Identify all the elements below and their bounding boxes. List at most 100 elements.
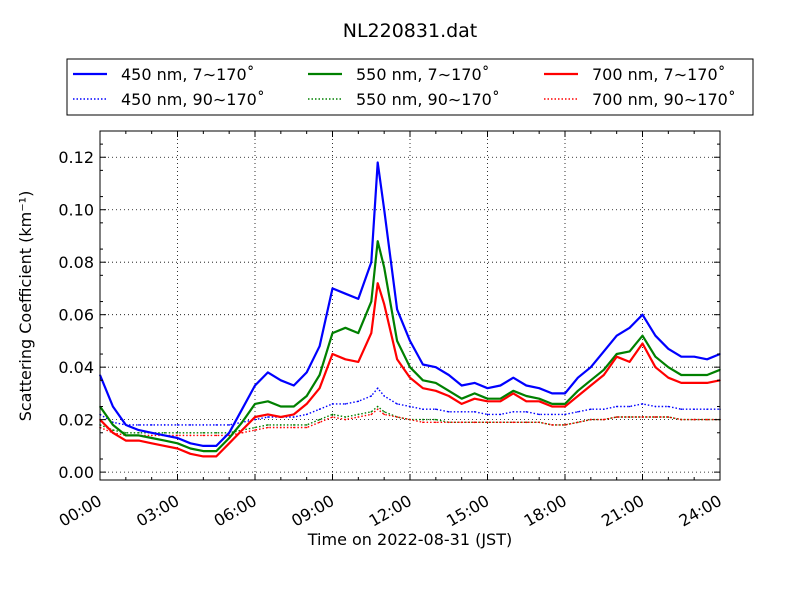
series-point-5 bbox=[189, 434, 192, 437]
series-point-5 bbox=[422, 421, 424, 424]
series-point-3 bbox=[163, 432, 166, 434]
series-point-5 bbox=[293, 426, 295, 429]
series-point-1 bbox=[460, 411, 463, 413]
series-point-4 bbox=[641, 342, 644, 345]
series-point-0 bbox=[267, 371, 269, 374]
series-point-5 bbox=[654, 416, 657, 418]
series-point-5 bbox=[590, 418, 592, 421]
series-point-2 bbox=[460, 397, 463, 400]
series-point-1 bbox=[267, 416, 269, 418]
series-point-5 bbox=[460, 421, 463, 424]
series-point-1 bbox=[357, 400, 360, 403]
series-point-4 bbox=[376, 282, 379, 285]
series-point-5 bbox=[448, 421, 450, 424]
series-point-3 bbox=[376, 405, 379, 408]
series-point-4 bbox=[370, 332, 373, 334]
series-point-3 bbox=[318, 418, 321, 421]
legend-box bbox=[66, 58, 754, 116]
series-point-5 bbox=[409, 418, 411, 421]
series-point-2 bbox=[176, 442, 179, 445]
series-point-5 bbox=[176, 434, 179, 437]
series-point-3 bbox=[331, 413, 334, 416]
series-point-3 bbox=[189, 432, 192, 434]
series-point-2 bbox=[344, 327, 347, 329]
series-point-5 bbox=[267, 426, 269, 429]
series-point-5 bbox=[383, 413, 386, 416]
y-tick-label: 0.04 bbox=[58, 358, 94, 377]
series-point-2 bbox=[628, 350, 631, 353]
series-point-3 bbox=[112, 429, 114, 431]
series-point-2 bbox=[112, 424, 114, 426]
x-tick-label: 12:00 bbox=[366, 491, 415, 531]
series-point-2 bbox=[499, 397, 502, 400]
series-point-2 bbox=[512, 390, 515, 392]
series-point-4 bbox=[228, 442, 230, 445]
y-axis-label: Scattering Coefficient (km⁻¹) bbox=[16, 191, 35, 422]
series-point-4 bbox=[590, 384, 592, 387]
series-point-4 bbox=[280, 416, 282, 418]
series-point-0 bbox=[654, 334, 657, 337]
series-point-0 bbox=[538, 387, 540, 390]
series-point-1 bbox=[654, 405, 657, 408]
series-point-3 bbox=[267, 424, 269, 426]
series-point-4 bbox=[564, 405, 566, 408]
series-point-2 bbox=[189, 447, 192, 450]
y-tick-label: 0.06 bbox=[58, 306, 94, 325]
series-point-5 bbox=[305, 426, 308, 429]
series-point-0 bbox=[435, 366, 437, 369]
series-point-4 bbox=[189, 453, 192, 455]
series-point-0 bbox=[254, 384, 256, 387]
series-point-5 bbox=[486, 421, 489, 424]
legend-label: 550 nm, 90∼170˚ bbox=[356, 90, 500, 109]
series-point-3 bbox=[202, 432, 205, 434]
series-point-0 bbox=[693, 355, 695, 358]
series-point-2 bbox=[448, 390, 450, 392]
series-point-1 bbox=[551, 413, 553, 416]
series-point-4 bbox=[499, 400, 502, 403]
series-point-1 bbox=[422, 408, 424, 411]
series-line-4 bbox=[99, 282, 721, 458]
series-point-1 bbox=[215, 424, 218, 426]
series-point-4 bbox=[202, 455, 205, 458]
series-point-4 bbox=[460, 403, 463, 405]
series-point-5 bbox=[615, 416, 618, 418]
x-tick-label: 09:00 bbox=[288, 491, 337, 531]
series-point-5 bbox=[680, 418, 683, 421]
series-point-0 bbox=[305, 371, 308, 374]
series-point-0 bbox=[603, 350, 605, 353]
series-point-4 bbox=[163, 445, 166, 447]
series-point-5 bbox=[564, 424, 566, 426]
series-point-3 bbox=[383, 411, 386, 413]
series-point-5 bbox=[254, 429, 256, 431]
series-line-1 bbox=[99, 387, 720, 426]
series-point-0 bbox=[112, 405, 114, 408]
series-point-5 bbox=[376, 408, 379, 411]
series-point-3 bbox=[422, 418, 424, 421]
series-point-3 bbox=[293, 424, 295, 426]
series-point-0 bbox=[448, 374, 450, 376]
series-point-2 bbox=[150, 437, 153, 439]
series-point-0 bbox=[376, 161, 379, 164]
legend-label: 700 nm, 90∼170˚ bbox=[592, 90, 736, 109]
series-point-3 bbox=[435, 418, 437, 421]
series-point-1 bbox=[376, 387, 379, 390]
series-point-0 bbox=[486, 387, 489, 390]
series-point-0 bbox=[138, 429, 140, 431]
series-point-4 bbox=[422, 387, 424, 390]
series-point-1 bbox=[331, 403, 334, 405]
series-point-2 bbox=[693, 374, 695, 376]
y-tick-label: 0.10 bbox=[58, 201, 94, 220]
series-point-3 bbox=[344, 416, 347, 418]
series-point-1 bbox=[512, 411, 515, 413]
series-point-4 bbox=[396, 358, 398, 361]
series-point-4 bbox=[176, 447, 179, 450]
y-tick-label: 0.12 bbox=[58, 148, 94, 167]
series-point-4 bbox=[318, 387, 321, 390]
series-point-2 bbox=[706, 374, 708, 376]
series-point-5 bbox=[512, 421, 515, 424]
series-point-1 bbox=[577, 411, 579, 413]
plot-frame bbox=[99, 130, 721, 481]
series-point-3 bbox=[138, 432, 140, 434]
x-tick-label: 00:00 bbox=[56, 491, 105, 531]
